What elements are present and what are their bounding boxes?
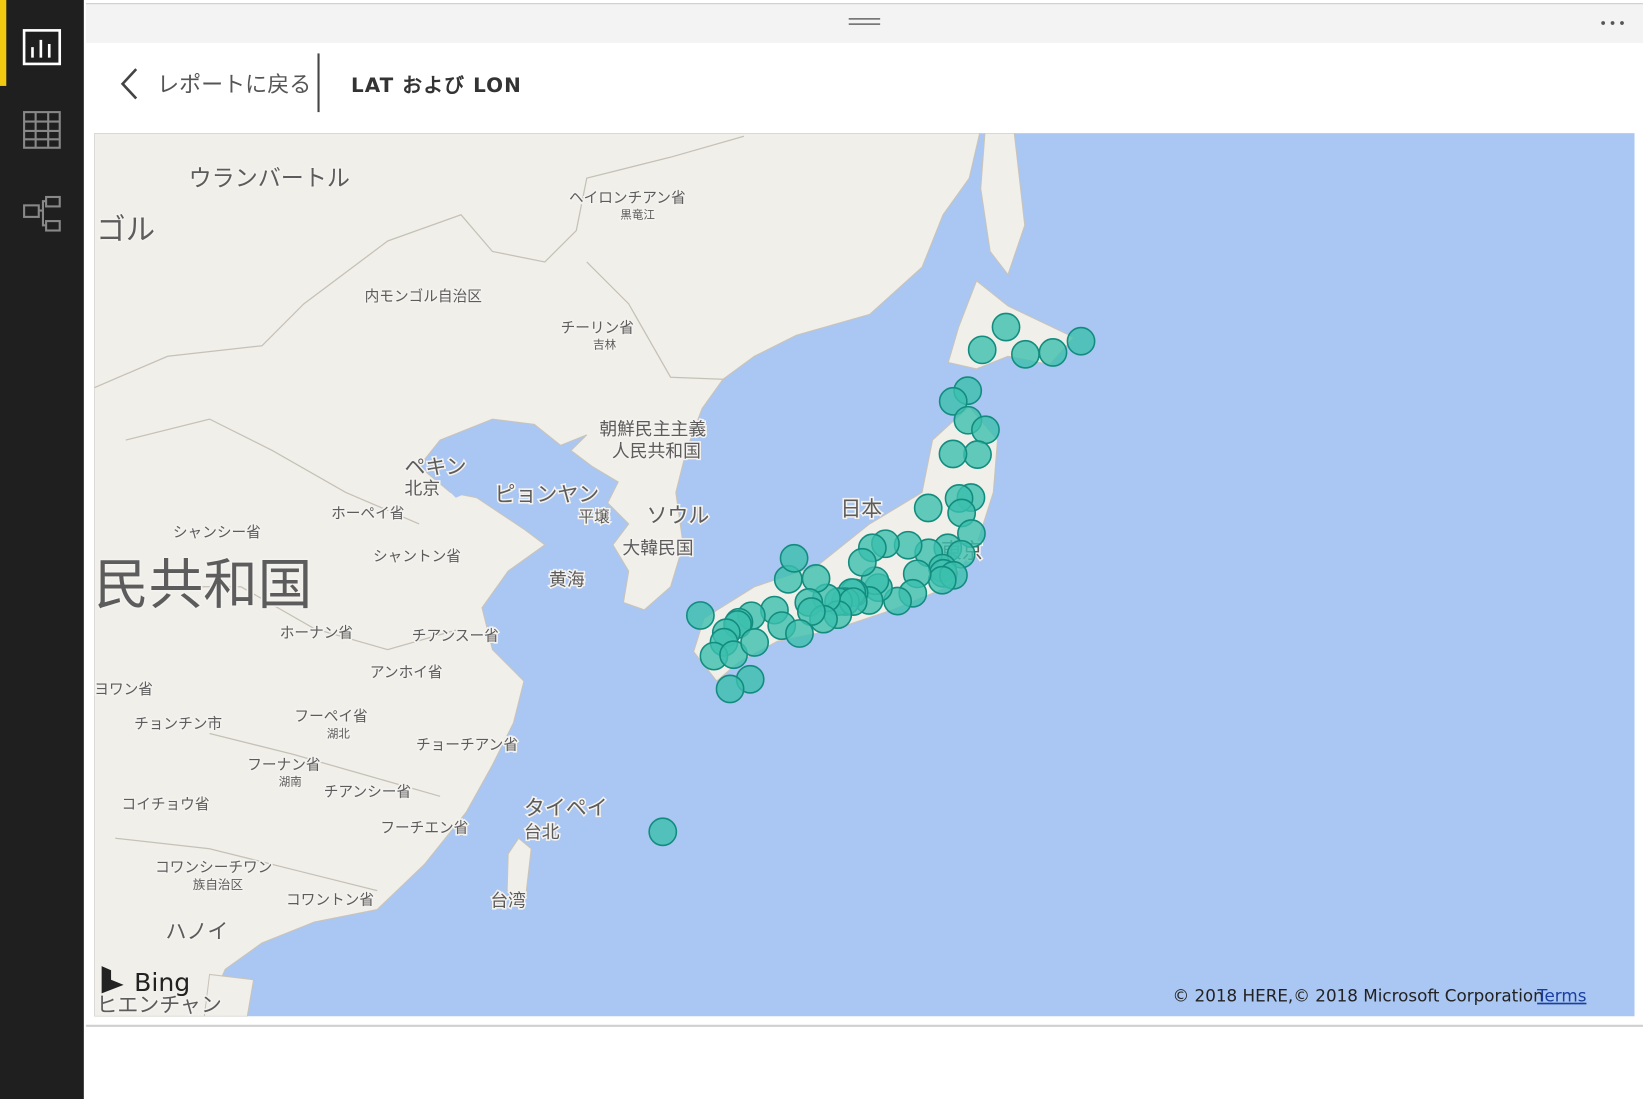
map-label: フーペイ省	[294, 708, 367, 725]
terms-link[interactable]: Terms	[1536, 986, 1586, 1006]
map-point	[913, 493, 943, 523]
header: レポートに戻る LAT および LON	[85, 42, 1643, 134]
map-label: フーチエン省	[380, 819, 468, 836]
data-icon[interactable]	[23, 111, 61, 149]
borders	[94, 135, 745, 892]
map-point	[1066, 326, 1096, 356]
map-label: ヨワン省	[94, 681, 153, 698]
top-bar-icons	[848, 18, 1624, 25]
map-point	[740, 628, 770, 657]
map-point	[938, 386, 968, 416]
map-label: コワントン省	[286, 892, 374, 909]
map-label: シャンシー省	[173, 524, 261, 541]
active-indicator	[0, 0, 7, 86]
map-label: 族自治区	[193, 877, 243, 892]
map-label: シャントン省	[373, 548, 461, 565]
map-label: タイペイ	[524, 796, 608, 820]
map-label: チアンスー省	[412, 628, 499, 645]
map-label: 台北	[524, 822, 560, 843]
map-label: 湖南	[279, 775, 302, 789]
map-label: アンホイ省	[370, 664, 443, 681]
map-label: ウランバートル	[189, 166, 350, 192]
map-label: ハノイ	[166, 919, 229, 943]
map-point	[648, 817, 678, 847]
separator	[317, 53, 320, 113]
bing-text: Bing	[134, 968, 190, 997]
map-label: 北京	[404, 479, 440, 500]
map-label: ピョンヤン	[495, 482, 600, 506]
report-icon[interactable]	[22, 29, 62, 66]
bing-logo	[101, 966, 124, 994]
map-label: フーナン省	[247, 756, 320, 773]
map-label: ホーナン省	[280, 624, 353, 641]
map-point	[971, 415, 1000, 445]
points	[648, 312, 1096, 847]
map-label: 黒竜江	[620, 208, 655, 222]
map-label: 民共和国	[94, 552, 312, 616]
divider	[85, 1024, 1643, 1027]
visual-title: LAT および LON	[351, 74, 522, 98]
map-point	[785, 619, 814, 648]
map-label: チョーチアン省	[416, 737, 518, 754]
map-point	[1011, 339, 1040, 369]
attribution: © 2018 HERE,© 2018 Microsoft Corporation	[1172, 986, 1543, 1006]
map-label: 内モンゴル自治区	[365, 287, 482, 305]
sakhalin	[980, 133, 1026, 276]
map-label: 台湾	[490, 890, 526, 911]
map-label: 人民共和国	[612, 441, 701, 462]
map-point	[779, 543, 809, 573]
map-point	[796, 597, 826, 626]
map-label: 湖北	[327, 726, 351, 740]
map-point	[967, 335, 997, 365]
hainan	[203, 973, 255, 1017]
map-label: コワンシーチワン	[155, 859, 272, 876]
map-label: 大韓民国	[622, 538, 693, 559]
sidebar	[0, 0, 84, 1099]
map-point	[938, 439, 968, 469]
map-point	[927, 565, 957, 595]
map-label: コイチョウ省	[122, 796, 210, 813]
map-label: ゴル	[96, 213, 155, 247]
map-point	[685, 601, 715, 630]
land	[94, 133, 981, 1017]
model-icon[interactable]	[23, 195, 61, 232]
nav-icons	[22, 29, 62, 232]
map-label: 平壌	[578, 507, 610, 526]
map-point	[715, 674, 745, 704]
map-point	[963, 440, 992, 469]
map-label: ソウル	[646, 503, 709, 527]
taiwan	[506, 837, 532, 905]
map-label: チアンシー省	[324, 784, 411, 801]
map-point	[1038, 338, 1068, 367]
map-label: 吉林	[593, 338, 617, 352]
map-point	[991, 312, 1021, 342]
map-label: チーリン省	[561, 319, 634, 336]
map-point	[847, 547, 877, 577]
bohai-sea	[424, 424, 535, 498]
more-menu[interactable]	[1601, 21, 1624, 25]
map-label: ペキン	[404, 455, 466, 479]
map-point	[801, 564, 831, 593]
top-bar	[85, 3, 1643, 45]
back-chevron[interactable]	[117, 66, 142, 104]
map-label: ホーペイ省	[331, 505, 404, 522]
map-label: チョンチン市	[134, 716, 222, 733]
map-label: 日本	[840, 497, 882, 521]
map-label: 黄海	[549, 570, 585, 591]
map-label: 朝鮮民主主義	[599, 419, 706, 440]
map-label: ヒエンチャン	[96, 993, 221, 1017]
map-label: ヘイロンチアン省	[569, 190, 686, 207]
back-link[interactable]: レポートに戻る	[157, 72, 312, 98]
